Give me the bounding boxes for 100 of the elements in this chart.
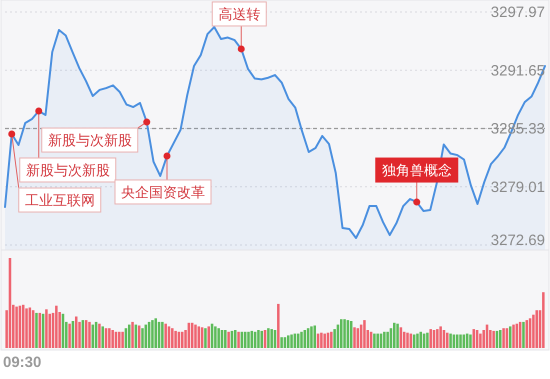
bar (188, 322, 190, 348)
bar (290, 334, 293, 348)
bar (535, 310, 538, 348)
bar (101, 326, 104, 348)
bar (164, 324, 167, 348)
annotation: 新股与次新股 (48, 132, 132, 148)
annotation: 央企国资改革 (121, 184, 205, 200)
bar (104, 328, 108, 348)
bar (94, 322, 98, 348)
bar (55, 306, 58, 348)
bar (346, 320, 350, 348)
bar (32, 310, 34, 348)
bar (370, 332, 372, 348)
bar (198, 326, 200, 348)
bar (416, 334, 419, 348)
y-tick-label: 3272.69 (490, 232, 545, 249)
bar (304, 330, 306, 348)
bar (469, 334, 472, 348)
bar (516, 324, 518, 348)
bar (138, 326, 140, 348)
bar (227, 332, 230, 348)
bar (121, 332, 124, 348)
bar (439, 326, 442, 348)
bar (210, 324, 214, 348)
bar (18, 306, 22, 348)
bar (323, 334, 326, 348)
bar (74, 316, 78, 348)
bar (526, 320, 528, 348)
bar (8, 258, 12, 348)
bar (131, 322, 134, 348)
bar (459, 334, 462, 348)
bar (432, 330, 436, 348)
bar (310, 326, 313, 348)
bar (429, 329, 432, 348)
bar (410, 334, 412, 348)
bar (300, 332, 303, 348)
bar (92, 324, 94, 348)
bar (296, 334, 300, 348)
bar (466, 334, 468, 348)
bar (446, 332, 449, 348)
bar (174, 330, 177, 348)
bar (326, 332, 330, 348)
bar (220, 330, 224, 348)
annotation: 高送转 (218, 6, 260, 22)
bar (264, 330, 266, 348)
bar (237, 332, 240, 348)
bar (380, 334, 382, 348)
bar (180, 332, 184, 348)
bar (128, 324, 130, 348)
bar (506, 328, 508, 348)
bar (476, 330, 478, 348)
bar (286, 335, 290, 348)
bar (340, 319, 343, 348)
bar (376, 334, 379, 348)
bar (528, 318, 532, 348)
bar (190, 322, 194, 348)
bar (350, 321, 352, 348)
point (413, 198, 420, 206)
bar (267, 328, 270, 348)
bar (442, 330, 446, 348)
bar (277, 304, 280, 348)
bar (42, 314, 44, 348)
point (143, 118, 150, 126)
bar (151, 320, 154, 348)
bar (313, 326, 316, 348)
point (164, 152, 170, 160)
bar (158, 322, 160, 348)
bar (214, 326, 217, 348)
point (238, 45, 245, 52)
bar (171, 328, 174, 348)
bar (270, 329, 273, 348)
bar (353, 327, 356, 348)
bar (426, 332, 429, 348)
bar (111, 330, 114, 348)
bar (72, 321, 74, 348)
bar (472, 329, 476, 348)
bar (15, 306, 18, 348)
bar (207, 326, 210, 348)
bar (518, 322, 522, 348)
bar (436, 329, 439, 348)
bar (244, 332, 246, 348)
bar (22, 304, 24, 348)
bar (38, 312, 42, 348)
bar (492, 330, 495, 348)
annotation: 独角兽概念 (382, 162, 452, 178)
bar (204, 328, 207, 348)
y-tick-label: 3279.01 (490, 178, 545, 196)
bar (224, 330, 227, 348)
bar (363, 320, 366, 348)
bar (250, 330, 254, 348)
bar (396, 324, 399, 348)
bar (306, 328, 310, 348)
bar (200, 327, 204, 348)
bar (393, 322, 396, 348)
bar (499, 330, 502, 348)
bar (274, 330, 276, 348)
bar (508, 326, 512, 348)
bar (522, 322, 525, 348)
bar (343, 319, 346, 348)
bar (154, 318, 157, 348)
